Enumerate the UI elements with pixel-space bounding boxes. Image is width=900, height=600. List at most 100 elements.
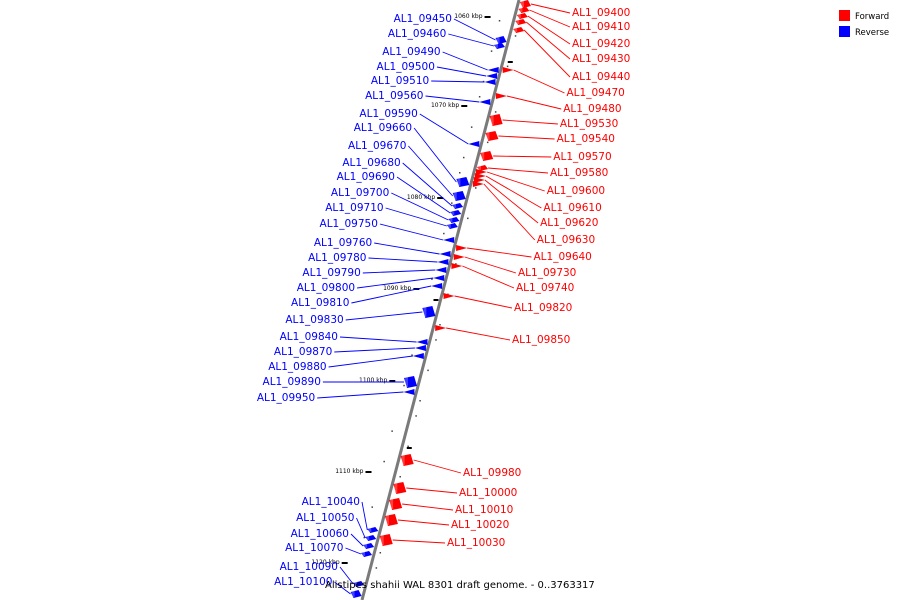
gene-label[interactable]: AL1_09700 [331, 187, 389, 199]
reverse-gene-feature[interactable] [450, 210, 462, 216]
forward-gene-feature[interactable] [480, 151, 494, 161]
reverse-gene-feature[interactable] [437, 259, 449, 265]
gene-label[interactable]: AL1_09630 [537, 234, 595, 246]
forward-gene-feature[interactable] [475, 169, 487, 175]
forward-gene-feature[interactable] [400, 454, 414, 466]
reverse-gene-feature[interactable] [412, 353, 424, 359]
forward-gene-feature[interactable] [477, 165, 489, 171]
gene-label[interactable]: AL1_09540 [557, 133, 615, 145]
gene-label[interactable]: AL1_09830 [285, 314, 343, 326]
forward-gene-feature[interactable] [515, 19, 527, 25]
reverse-gene-feature[interactable] [414, 345, 426, 351]
gene-label[interactable]: AL1_09510 [371, 75, 429, 87]
gene-label[interactable]: AL1_09600 [547, 185, 605, 197]
gene-label[interactable]: AL1_09790 [302, 267, 360, 279]
reverse-gene-feature[interactable] [435, 267, 447, 273]
forward-gene-feature[interactable] [472, 181, 484, 187]
forward-gene-feature[interactable] [473, 177, 485, 183]
gene-label[interactable]: AL1_09480 [563, 103, 621, 115]
gene-label[interactable]: AL1_10030 [447, 537, 505, 549]
gene-label[interactable]: AL1_09850 [512, 334, 570, 346]
reverse-gene-feature[interactable] [365, 535, 377, 541]
gene-label[interactable]: AL1_09670 [348, 140, 406, 152]
forward-gene-feature[interactable] [435, 325, 447, 331]
gene-label[interactable]: AL1_10040 [302, 496, 360, 508]
gene-label[interactable]: AL1_09530 [560, 118, 618, 130]
reverse-gene-feature[interactable] [353, 581, 365, 587]
forward-gene-feature[interactable] [451, 263, 463, 269]
forward-gene-feature[interactable] [384, 514, 398, 526]
forward-gene-feature[interactable] [456, 245, 468, 251]
gene-label[interactable]: AL1_09560 [365, 90, 423, 102]
gene-label[interactable]: AL1_09470 [567, 87, 625, 99]
gene-label[interactable]: AL1_09410 [572, 21, 630, 33]
reverse-gene-feature[interactable] [452, 203, 464, 209]
gene-label[interactable]: AL1_09440 [572, 71, 630, 83]
gene-label[interactable]: AL1_10090 [280, 561, 338, 573]
reverse-gene-feature[interactable] [350, 590, 362, 598]
gene-label[interactable]: AL1_10010 [455, 504, 513, 516]
forward-gene-feature[interactable] [485, 131, 499, 141]
forward-gene-feature[interactable] [489, 114, 503, 126]
reverse-gene-feature[interactable] [487, 67, 499, 73]
reverse-gene-feature[interactable] [361, 551, 373, 557]
gene-label[interactable]: AL1_09870 [274, 346, 332, 358]
gene-label[interactable]: AL1_09840 [280, 331, 338, 343]
gene-label[interactable]: AL1_09400 [572, 7, 630, 19]
forward-gene-feature[interactable] [518, 7, 530, 13]
gene-label[interactable]: AL1_09420 [572, 38, 630, 50]
reverse-gene-feature[interactable] [443, 237, 455, 243]
gene-label[interactable]: AL1_09950 [257, 392, 315, 404]
reverse-gene-feature[interactable] [439, 251, 451, 257]
reverse-gene-feature[interactable] [367, 527, 379, 533]
gene-label[interactable]: AL1_10000 [459, 487, 517, 499]
reverse-gene-feature[interactable] [422, 306, 436, 318]
reverse-gene-feature[interactable] [433, 275, 445, 281]
gene-label[interactable]: AL1_09490 [382, 46, 440, 58]
gene-label[interactable]: AL1_09460 [388, 28, 446, 40]
forward-gene-feature[interactable] [379, 534, 393, 546]
reverse-gene-feature[interactable] [403, 389, 415, 395]
gene-label[interactable]: AL1_10100 [274, 576, 332, 588]
gene-label[interactable]: AL1_09810 [291, 297, 349, 309]
reverse-gene-feature[interactable] [495, 36, 507, 44]
gene-label[interactable]: AL1_10050 [296, 512, 354, 524]
reverse-gene-feature[interactable] [446, 223, 458, 229]
reverse-gene-feature[interactable] [486, 73, 498, 79]
forward-gene-feature[interactable] [443, 293, 455, 299]
reverse-gene-feature[interactable] [448, 217, 460, 223]
forward-gene-feature[interactable] [393, 482, 407, 494]
gene-label[interactable]: AL1_10020 [451, 519, 509, 531]
reverse-gene-feature[interactable] [404, 376, 418, 388]
gene-label[interactable]: AL1_09690 [337, 171, 395, 183]
gene-label[interactable]: AL1_09730 [518, 267, 576, 279]
forward-gene-feature[interactable] [495, 93, 507, 99]
forward-gene-feature[interactable] [474, 173, 486, 179]
gene-label[interactable]: AL1_09780 [308, 252, 366, 264]
reverse-gene-feature[interactable] [484, 79, 496, 85]
gene-label[interactable]: AL1_09640 [534, 251, 592, 263]
gene-label[interactable]: AL1_09500 [377, 61, 435, 73]
reverse-gene-feature[interactable] [363, 543, 375, 549]
reverse-gene-feature[interactable] [416, 339, 428, 345]
gene-label[interactable]: AL1_09620 [540, 217, 598, 229]
gene-label[interactable]: AL1_10070 [285, 542, 343, 554]
forward-gene-feature[interactable] [513, 27, 525, 33]
reverse-gene-feature[interactable] [468, 141, 480, 147]
gene-label[interactable]: AL1_09450 [394, 13, 452, 25]
gene-label[interactable]: AL1_10060 [291, 528, 349, 540]
reverse-gene-feature[interactable] [452, 191, 466, 201]
reverse-gene-feature[interactable] [431, 283, 443, 289]
forward-gene-feature[interactable] [453, 254, 465, 260]
forward-gene-feature[interactable] [519, 0, 531, 8]
gene-label[interactable]: AL1_09880 [268, 361, 326, 373]
gene-label[interactable]: AL1_09680 [342, 157, 400, 169]
gene-label[interactable]: AL1_09610 [543, 202, 601, 214]
gene-label[interactable]: AL1_09750 [320, 218, 378, 230]
forward-gene-feature[interactable] [502, 67, 514, 73]
gene-label[interactable]: AL1_09580 [550, 167, 608, 179]
gene-label[interactable]: AL1_09890 [263, 376, 321, 388]
gene-label[interactable]: AL1_09980 [463, 467, 521, 479]
gene-label[interactable]: AL1_09760 [314, 237, 372, 249]
gene-label[interactable]: AL1_09820 [514, 302, 572, 314]
